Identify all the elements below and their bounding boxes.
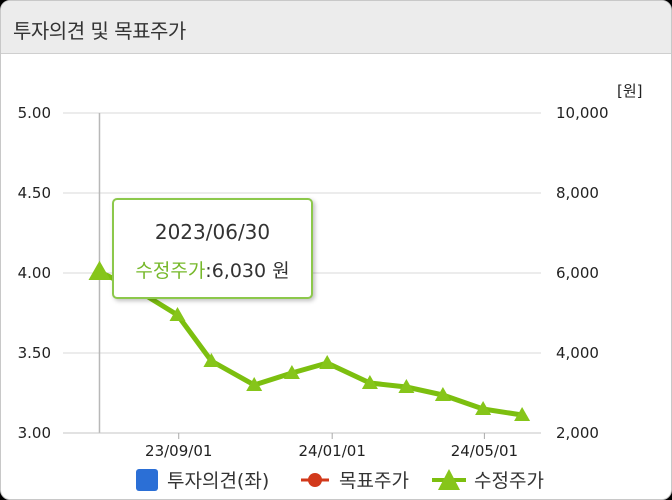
y-left-tick-label: 4.50 xyxy=(18,184,51,202)
panel-header: 투자의견 및 목표주가 xyxy=(1,1,671,54)
data-point-marker xyxy=(434,387,451,401)
y-right-tick-label: 4,000 xyxy=(556,344,599,362)
tooltip-separator: : xyxy=(205,260,212,282)
tooltip-value: 6,030 원 xyxy=(211,260,290,282)
data-point-marker xyxy=(398,379,415,393)
legend-label: 투자의견(좌) xyxy=(167,470,269,492)
x-tick-label: 23/09/01 xyxy=(145,442,212,460)
legend-marker-price xyxy=(438,469,460,490)
legend-label: 목표주가 xyxy=(339,470,409,492)
data-point-marker xyxy=(514,407,531,421)
legend-label: 수정주가 xyxy=(474,470,544,492)
data-point-marker xyxy=(475,401,492,415)
legend-marker-target xyxy=(308,473,322,487)
series-layer xyxy=(88,260,531,421)
x-tick-label: 24/01/01 xyxy=(299,442,366,460)
tooltip-value-row: 수정주가:6,030 원 xyxy=(114,256,311,283)
data-point-marker xyxy=(361,375,378,389)
y-right-tick-label: 2,000 xyxy=(556,424,599,442)
series-line-수정주가 xyxy=(97,269,525,418)
panel-title: 투자의견 및 목표주가 xyxy=(13,19,186,43)
y-left-tick-label: 3.00 xyxy=(18,424,51,442)
legend-swatch-opinion xyxy=(136,469,158,491)
data-point-marker xyxy=(169,307,186,321)
y-right-unit-label: [원] xyxy=(617,82,643,100)
x-tick-label: 24/05/01 xyxy=(451,442,518,460)
y-left-tick-label: 5.00 xyxy=(18,104,51,122)
data-point-marker xyxy=(246,377,263,391)
y-right-tick-label: 6,000 xyxy=(556,264,599,282)
legend: 투자의견(좌) 목표주가 수정주가 xyxy=(136,469,544,492)
tooltip-date: 2023/06/30 xyxy=(154,220,271,244)
data-point-marker xyxy=(319,355,336,369)
axes: 5.00 4.50 4.00 3.50 3.00 10,000 8,000 6,000 4,00… xyxy=(18,82,643,460)
data-tooltip: 2023/06/30 수정주가:6,030 원 xyxy=(112,198,313,299)
y-right-tick-label: 8,000 xyxy=(556,184,599,202)
data-point-marker xyxy=(88,260,111,280)
data-point-marker xyxy=(203,353,220,367)
y-right-tick-label: 10,000 xyxy=(556,104,609,122)
tooltip-series-name: 수정주가 xyxy=(135,260,206,282)
y-left-tick-label: 3.50 xyxy=(18,344,51,362)
y-left-tick-label: 4.00 xyxy=(18,264,51,282)
data-point-marker xyxy=(283,365,300,379)
